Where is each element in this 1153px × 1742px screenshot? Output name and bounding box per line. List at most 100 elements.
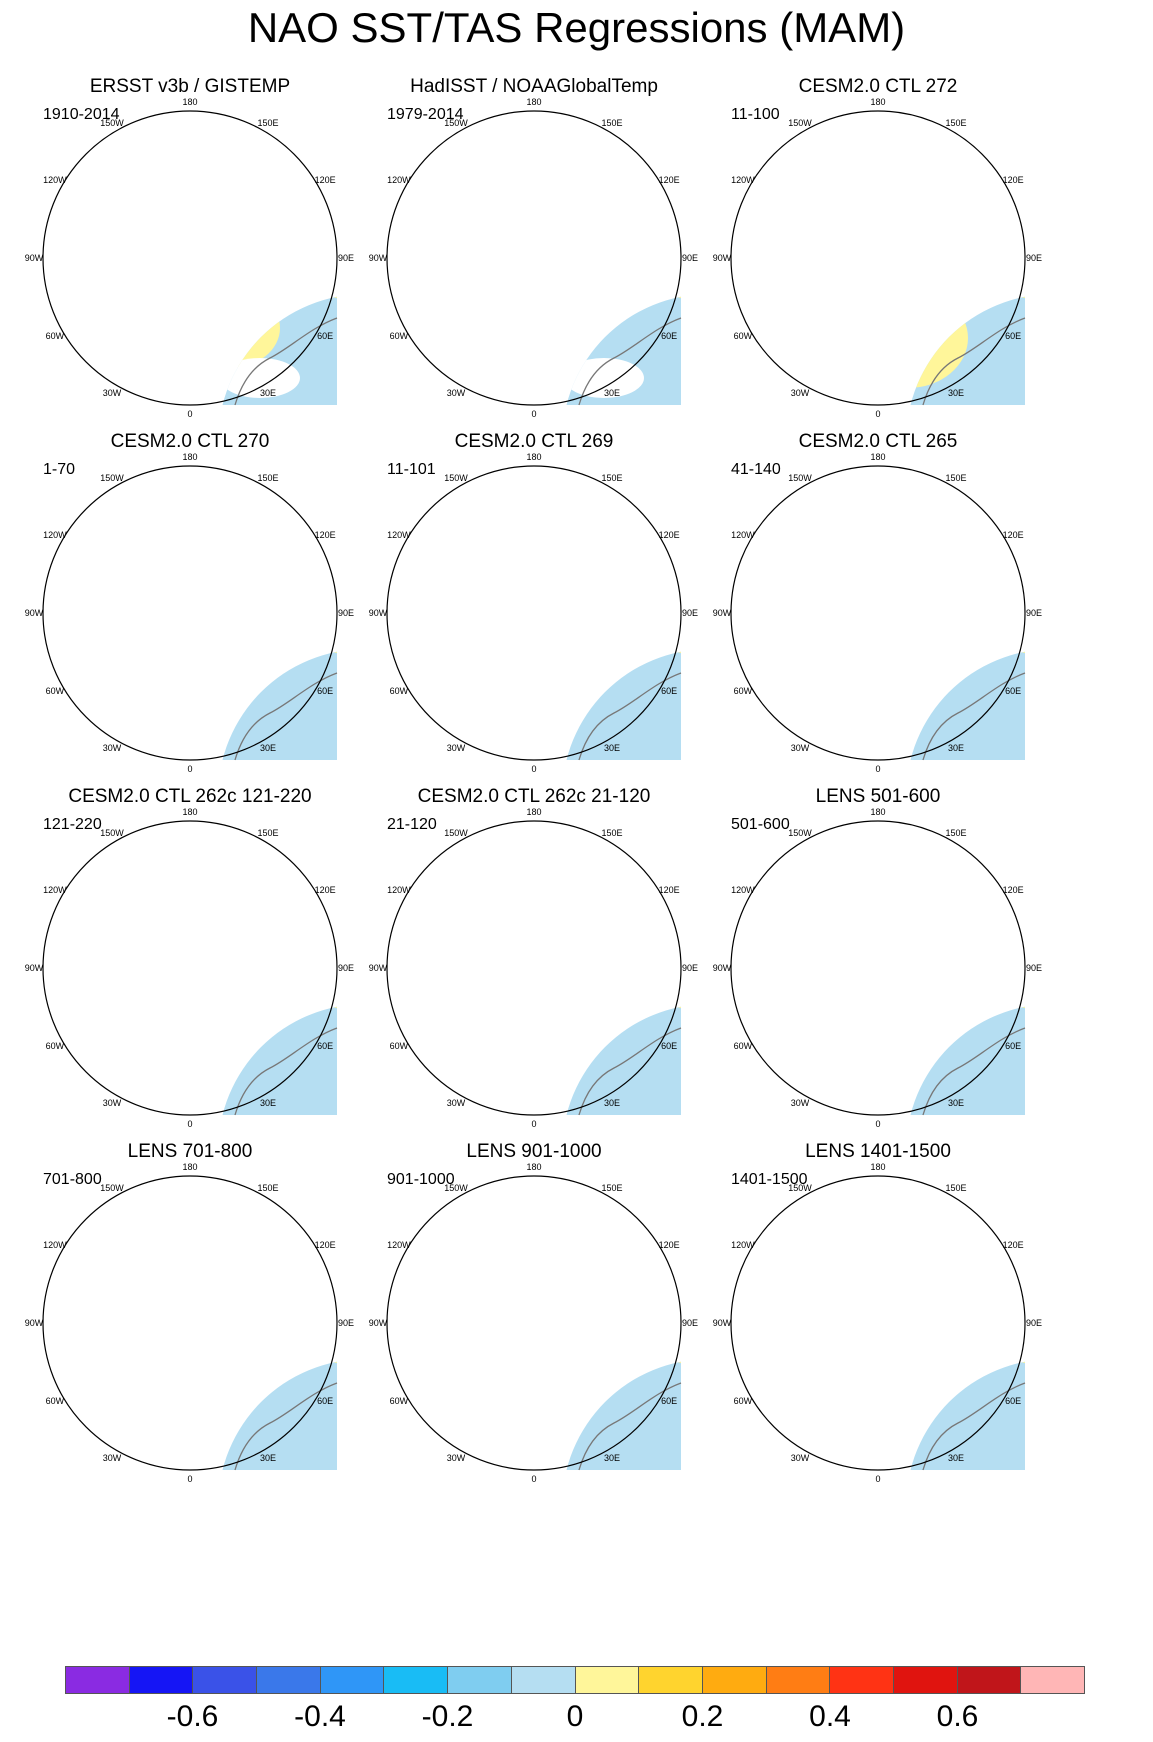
longitude-label: 0	[875, 764, 880, 774]
colorbar	[65, 1666, 1085, 1694]
anomaly-contour	[90, 978, 170, 1058]
longitude-label: 60W	[390, 1396, 409, 1406]
colorbar-swatch	[448, 1667, 512, 1693]
anomaly-contour	[734, 1412, 821, 1473]
map-boundary	[42, 1175, 338, 1471]
period-label: 501-600	[731, 816, 790, 833]
anomaly-contour	[120, 1263, 180, 1303]
map-panel: 180 150E 120E 90E 60E 30E 0 30W 60W 90W 120W 150W LE…	[15, 1140, 365, 1510]
longitude-label: 0	[187, 764, 192, 774]
longitude-label: 0	[531, 1474, 536, 1484]
panel-title: CESM2.0 CTL 270	[110, 431, 270, 452]
longitude-label: 120E	[659, 175, 680, 185]
longitude-label: 150W	[788, 1183, 812, 1193]
panel-title: LENS 1401-1500	[805, 1141, 951, 1162]
longitude-label: 30W	[447, 1453, 466, 1463]
ocean-field	[218, 294, 337, 405]
coastline	[218, 649, 338, 761]
longitude-label: 60W	[390, 331, 409, 341]
missing-data-area	[464, 106, 584, 130]
anomaly-contour	[70, 153, 150, 203]
longitude-label: 30E	[604, 1098, 620, 1108]
anomaly-contour	[414, 898, 534, 958]
longitude-label: 0	[187, 409, 192, 419]
longitude-label: 90W	[25, 253, 44, 263]
missing-data-area	[220, 358, 300, 398]
longitude-label: 30E	[604, 1453, 620, 1463]
longitude-label: 60W	[390, 686, 409, 696]
longitude-label: 180	[870, 1162, 885, 1172]
longitude-label: 30W	[103, 1098, 122, 1108]
period-label: 21-120	[387, 816, 437, 833]
anomaly-contour	[459, 1053, 539, 1103]
anomaly-contour	[562, 649, 614, 673]
colorbar-swatch	[257, 1667, 321, 1693]
longitude-label: 180	[526, 452, 541, 462]
longitude-label: 180	[870, 807, 885, 817]
colorbar-swatch	[702, 1667, 767, 1693]
polar-stereographic-map: 180 150E 120E 90E 60E 30E 0 30W 60W 90W 120W 150W	[369, 807, 698, 1129]
anomaly-contour	[384, 347, 463, 409]
map-panel: 180 150E 120E 90E 60E 30E 0 30W 60W 90W 120W 150W CE…	[15, 430, 365, 800]
anomaly-contour	[524, 526, 604, 550]
longitude-label: 150W	[100, 1183, 124, 1193]
longitude-label: 30E	[948, 1098, 964, 1108]
anomaly-contour	[903, 1245, 933, 1261]
longitude-label: 0	[531, 409, 536, 419]
coastline	[906, 1359, 1026, 1471]
longitude-label: 60W	[734, 1041, 753, 1051]
longitude-label: 150E	[945, 1183, 966, 1193]
longitude-label: 60W	[46, 1396, 65, 1406]
longitude-label: 180	[526, 97, 541, 107]
longitude-label: 60E	[1005, 1041, 1021, 1051]
colorbar-swatch	[193, 1667, 258, 1693]
longitude-label: 90E	[682, 1318, 698, 1328]
polar-stereographic-map: 180 150E 120E 90E 60E 30E 0 30W 60W 90W 120W 150W	[713, 452, 1042, 774]
longitude-label: 60W	[390, 1041, 409, 1051]
anomaly-contour	[562, 1063, 574, 1093]
period-label: 1979-2014	[387, 106, 464, 123]
longitude-label: 30W	[447, 1098, 466, 1108]
anomaly-contour	[66, 315, 175, 391]
anomaly-contour	[218, 294, 280, 368]
longitude-label: 150W	[444, 1183, 468, 1193]
anomaly-contour	[536, 151, 572, 175]
longitude-label: 150W	[444, 118, 468, 128]
ocean-field	[906, 294, 1025, 405]
longitude-label: 180	[526, 807, 541, 817]
ocean-field	[906, 1359, 1025, 1470]
longitude-label: 120E	[1003, 1240, 1024, 1250]
longitude-label: 60E	[317, 331, 333, 341]
map-panel: 180 150E 120E 90E 60E 30E 0 30W 60W 90W 120W 150W Ha…	[359, 75, 709, 445]
period-label: 11-100	[731, 106, 780, 123]
longitude-label: 90W	[25, 608, 44, 618]
map-panel: 180 150E 120E 90E 60E 30E 0 30W 60W 90W 120W 150W LE…	[703, 1140, 1053, 1510]
polar-stereographic-map: 180 150E 120E 90E 60E 30E 0 30W 60W 90W 120W 150W	[369, 97, 698, 419]
longitude-label: 90W	[369, 253, 388, 263]
longitude-label: 0	[875, 1119, 880, 1129]
anomaly-contour	[15, 507, 137, 619]
longitude-label: 150W	[788, 828, 812, 838]
longitude-label: 90E	[682, 963, 698, 973]
ocean-field	[906, 1004, 1025, 1115]
longitude-label: 30E	[260, 388, 276, 398]
longitude-label: 120E	[1003, 530, 1024, 540]
longitude-label: 180	[182, 1162, 197, 1172]
anomaly-contour	[736, 1252, 841, 1305]
period-label: 901-1000	[387, 1171, 455, 1188]
longitude-label: 150W	[100, 118, 124, 128]
anomaly-contour	[858, 173, 918, 193]
longitude-label: 150E	[601, 473, 622, 483]
panel-title: LENS 701-800	[127, 1141, 253, 1162]
longitude-label: 180	[870, 452, 885, 462]
period-label: 121-220	[43, 816, 102, 833]
map-boundary	[730, 465, 1026, 761]
anomaly-contour	[474, 1253, 554, 1293]
longitude-label: 120E	[315, 1240, 336, 1250]
map-panel: 180 150E 120E 90E 60E 30E 0 30W 60W 90W 120W 150W ER…	[15, 75, 365, 445]
longitude-label: 120W	[43, 175, 67, 185]
longitude-label: 90W	[369, 1318, 388, 1328]
longitude-label: 30W	[791, 388, 810, 398]
anomaly-contour	[938, 178, 978, 198]
anomaly-contour	[562, 1408, 569, 1438]
